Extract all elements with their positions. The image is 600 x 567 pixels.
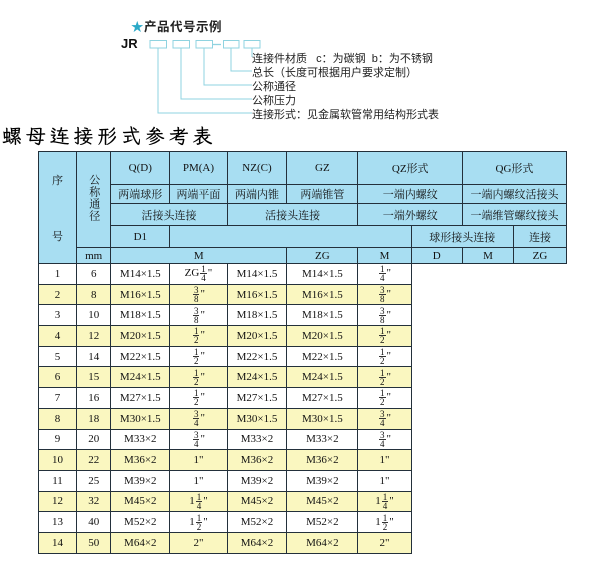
svg-text:JR: JR: [121, 36, 138, 51]
